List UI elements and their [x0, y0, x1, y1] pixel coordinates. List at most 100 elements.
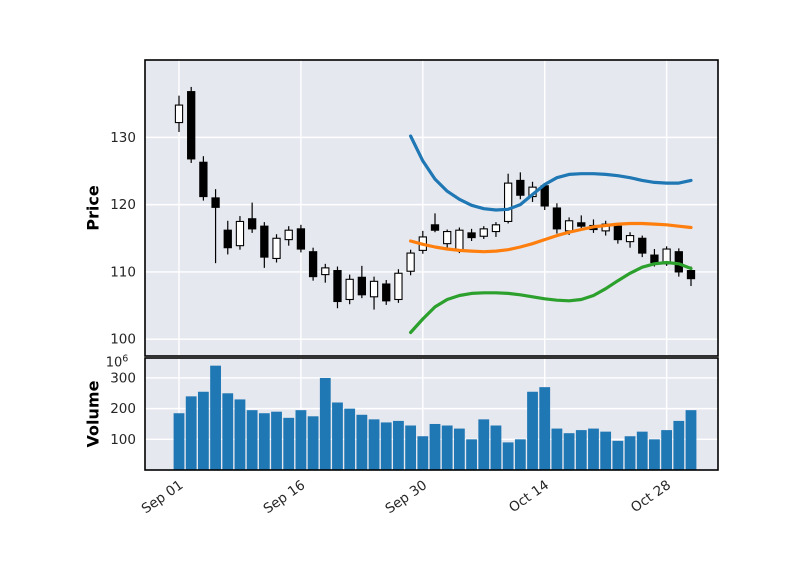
offset-exponent: 6 [122, 353, 129, 365]
volume-bar [685, 410, 697, 470]
volume-bar [332, 402, 343, 470]
candle-body-down [296, 228, 306, 250]
candle-body-up [235, 220, 245, 247]
volume-bar [575, 430, 587, 470]
x-tick-label: Sep 30 [382, 477, 430, 517]
volume-axis-label: Volume [83, 380, 103, 448]
volume-bar [563, 433, 575, 470]
candle-body-down [686, 270, 696, 280]
volume-bar [393, 420, 404, 470]
volume-bar [185, 396, 197, 470]
candle-body-up [564, 220, 574, 232]
candle-body-down [247, 218, 257, 230]
price-panel [145, 60, 718, 356]
x-tick-label: Sep 16 [261, 477, 309, 517]
candle-body-down [650, 254, 659, 264]
candle-body-up [479, 228, 488, 237]
candle-body-up [284, 229, 293, 241]
price-tick-label: 110 [110, 264, 136, 280]
volume-bar [478, 419, 490, 470]
volume-bar [636, 431, 648, 470]
candle-body-up [174, 104, 184, 124]
candle-body-down [430, 224, 440, 231]
candle-body-up [272, 237, 281, 260]
candle-body-up [369, 280, 379, 298]
offset-base: 10 [105, 355, 123, 371]
candle-body-up [406, 252, 415, 272]
volume-bar [527, 391, 538, 470]
volume-bar [197, 391, 209, 470]
volume-bar [246, 410, 258, 470]
candle-body-down [308, 251, 318, 278]
lower-band-line [409, 260, 693, 335]
volume-bar [466, 439, 477, 470]
candle-body-up [503, 182, 513, 223]
x-tick-label: Sep 01 [139, 477, 187, 517]
volume-bar [588, 428, 599, 470]
volume-bar [173, 413, 185, 470]
volume-tick-label: 100 [110, 432, 136, 448]
volume-bar [514, 439, 526, 470]
volume-bar [429, 423, 441, 470]
x-tick-label: Oct 28 [628, 477, 674, 516]
volume-bars [173, 365, 697, 470]
volume-bar [551, 428, 563, 470]
volume-bar [380, 422, 392, 470]
volume-bar [319, 377, 331, 470]
volume-bar [502, 442, 514, 470]
candle-body-up [321, 267, 330, 276]
candle-body-down [577, 222, 586, 227]
volume-bar [612, 440, 624, 470]
candle-body-down [382, 283, 391, 302]
candle-body-down [638, 237, 647, 254]
volume-tick-label: 300 [110, 370, 136, 386]
volume-bar [368, 419, 380, 470]
volume-bar [234, 399, 246, 470]
volume-bar [222, 393, 234, 470]
candle-body-down [674, 251, 683, 273]
candle-body-down [552, 207, 562, 230]
candle-body-up [491, 224, 501, 233]
volume-scale-multiplier: 106 [106, 353, 129, 370]
middle-band-line [409, 221, 693, 254]
candle-body-up [455, 229, 464, 251]
volume-bar [258, 413, 270, 470]
upper-band-line [409, 134, 693, 212]
volume-bar [307, 416, 319, 470]
candle-body-up [394, 272, 403, 301]
volume-panel-border [144, 357, 719, 471]
volume-bar [283, 417, 295, 470]
candle-body-up [625, 235, 635, 243]
candle-body-down [223, 229, 232, 249]
volume-bar [417, 436, 429, 470]
volume-bar [490, 425, 502, 470]
volume-bar [600, 431, 612, 470]
candle-body-down [333, 270, 342, 303]
candle-body-down [211, 197, 220, 208]
volume-bar [356, 414, 368, 470]
volume-tick-label: 200 [110, 401, 136, 417]
volume-bar [210, 365, 221, 470]
volume-bar [624, 436, 636, 470]
candle-body-down [187, 91, 196, 160]
volume-bar [441, 425, 453, 470]
volume-bar [405, 425, 417, 470]
candle-body-down [516, 179, 525, 196]
volume-bar [649, 439, 660, 470]
candle-body-up [345, 278, 354, 301]
volume-bar [539, 387, 551, 470]
candle-body-down [540, 185, 549, 207]
volume-bar [295, 410, 307, 470]
volume-bar [453, 428, 465, 470]
candle-body-up [443, 230, 452, 245]
price-tick-label: 100 [110, 332, 136, 348]
candle-body-down [467, 232, 476, 239]
price-panel-border [144, 59, 719, 357]
price-tick-label: 130 [110, 130, 136, 146]
x-tick-label: Oct 14 [506, 477, 552, 516]
candle-body-down [260, 225, 269, 258]
candle-body-down [357, 276, 367, 296]
volume-bar [271, 411, 282, 470]
